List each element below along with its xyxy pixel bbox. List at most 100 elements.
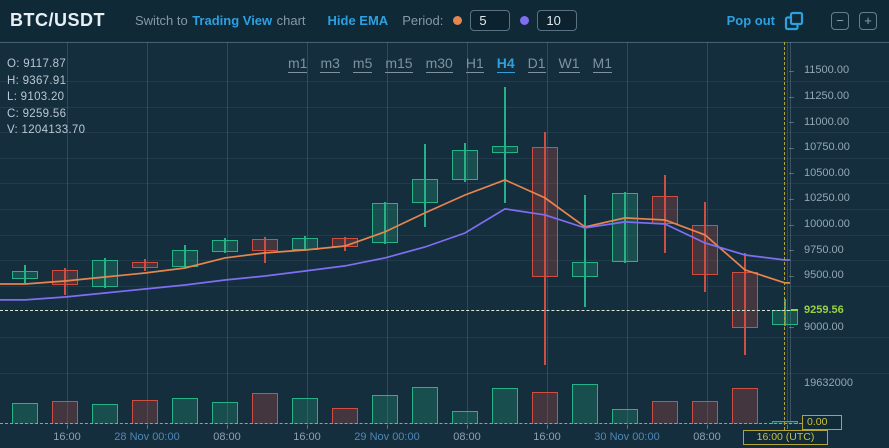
volume-bar [292, 398, 318, 424]
timeframe-m30[interactable]: m30 [425, 55, 453, 73]
volume-bar [492, 387, 518, 424]
ohlcv-readout: O: 9117.87 H: 9367.91 L: 9103.20 C: 9259.56… [7, 58, 85, 141]
trading-view-link[interactable]: Trading View [192, 12, 273, 28]
candle [452, 149, 478, 180]
candle-wick [704, 201, 706, 292]
candle [92, 259, 118, 287]
candle-wick [384, 201, 386, 244]
timeframe-M1[interactable]: M1 [592, 55, 612, 73]
timeframe-H4[interactable]: H4 [496, 55, 515, 73]
volume-bar [172, 398, 198, 424]
time-axis-label: 28 Nov 00:00 [114, 431, 180, 443]
time-axis-label: 08:00 [693, 431, 721, 443]
price-axis-label: 11250.00 [804, 90, 850, 103]
volume-bar [532, 391, 558, 424]
candle-wick [664, 174, 666, 253]
pop-out-button[interactable]: Pop out [726, 13, 775, 28]
price-axis-tick [789, 173, 794, 175]
ema-fast-color-dot [453, 16, 463, 25]
price-axis-tick [789, 327, 794, 328]
horizontal-gridline [0, 132, 889, 134]
timeframe-m5[interactable]: m5 [352, 55, 373, 73]
ema10-line [0, 208, 790, 301]
price-axis-tick [789, 224, 794, 226]
hide-ema-link[interactable]: Hide EMA [327, 13, 389, 28]
volume-bar [452, 411, 478, 424]
volume-bar [52, 401, 78, 424]
time-axis-label: 16:00 [293, 431, 321, 443]
volume-bar [692, 401, 718, 424]
x-axis-tick [627, 425, 628, 429]
vertical-gridline [467, 42, 468, 425]
switch-suffix-text: chart [276, 12, 306, 28]
vertical-gridline [707, 42, 708, 425]
price-axis-label: 10000.00 [804, 218, 850, 231]
timeframe-m3[interactable]: m3 [320, 55, 340, 73]
timeframe-D1[interactable]: D1 [527, 55, 546, 73]
crosshair-value-label: 0.00 [802, 415, 842, 430]
candle-wick [344, 236, 346, 251]
x-axis-tick [387, 425, 388, 429]
price-axis-label: 9750.00 [804, 243, 844, 256]
candle [572, 261, 598, 277]
vertical-gridline [627, 42, 628, 425]
volume-bar [12, 403, 38, 424]
candle [372, 202, 398, 243]
x-axis-tick [707, 425, 708, 429]
timeframe-m1[interactable]: m1 [288, 55, 308, 73]
candle-wick [464, 142, 466, 182]
volume-bar [572, 383, 598, 424]
timeframe-H1[interactable]: H1 [465, 55, 484, 73]
candle [172, 249, 198, 267]
price-axis-tick [789, 96, 794, 98]
ema-fast-period-input[interactable] [470, 10, 511, 31]
timeframe-bar: m1 m3 m5 m15 m30 H1 H4 D1 W1 M1 [288, 55, 612, 73]
candle [12, 270, 38, 279]
plot-top-border [0, 42, 889, 43]
candle-wick [424, 143, 426, 227]
ema-slow-period-input[interactable] [537, 10, 578, 31]
zoom-in-button[interactable]: + [859, 11, 877, 30]
vertical-gridline [787, 42, 788, 425]
horizontal-gridline [0, 337, 889, 338]
vertical-gridline [227, 42, 228, 425]
toolbar: BTC/USDT Switch to Trading View chart Hi… [0, 0, 889, 41]
pop-out-icon[interactable] [783, 10, 805, 32]
candle-wick [504, 86, 506, 203]
candle-wick [184, 244, 186, 268]
price-axis-tick [789, 70, 794, 72]
volume-bar [772, 420, 798, 424]
ohlcv-row: H: 9367.91 [7, 74, 67, 87]
candle [212, 239, 238, 252]
candle-wick [144, 258, 146, 271]
zoom-out-button[interactable]: − [831, 11, 849, 30]
candle-wick [224, 237, 226, 253]
horizontal-gridline [0, 208, 889, 210]
candle-wick [584, 194, 586, 307]
candle [252, 239, 278, 251]
horizontal-gridline [0, 234, 889, 236]
ema-slow-color-dot [520, 16, 530, 25]
timeframe-m15[interactable]: m15 [385, 55, 413, 73]
candle-wick [544, 131, 546, 365]
crosshair-horizontal-line [0, 423, 802, 424]
price-axis-label: 10750.00 [804, 141, 850, 154]
x-axis-tick [147, 425, 148, 429]
time-axis-label: 30 Nov 00:00 [594, 431, 660, 443]
timeframe-W1[interactable]: W1 [558, 55, 580, 73]
vertical-gridline [387, 42, 388, 425]
horizontal-gridline [0, 285, 889, 287]
switch-chart-control: Switch to Trading View chart [135, 12, 306, 30]
horizontal-gridline [0, 106, 889, 108]
price-axis-tick [789, 198, 794, 200]
switch-prefix-text: Switch to [135, 12, 188, 28]
price-axis-label: 9000.00 [804, 320, 844, 333]
volume-bar [132, 399, 158, 424]
volume-bar [612, 409, 638, 424]
horizontal-gridline [0, 157, 889, 159]
volume-gridline [0, 373, 889, 374]
price-axis-label: 9500.00 [804, 269, 844, 282]
volume-bar [652, 401, 678, 424]
